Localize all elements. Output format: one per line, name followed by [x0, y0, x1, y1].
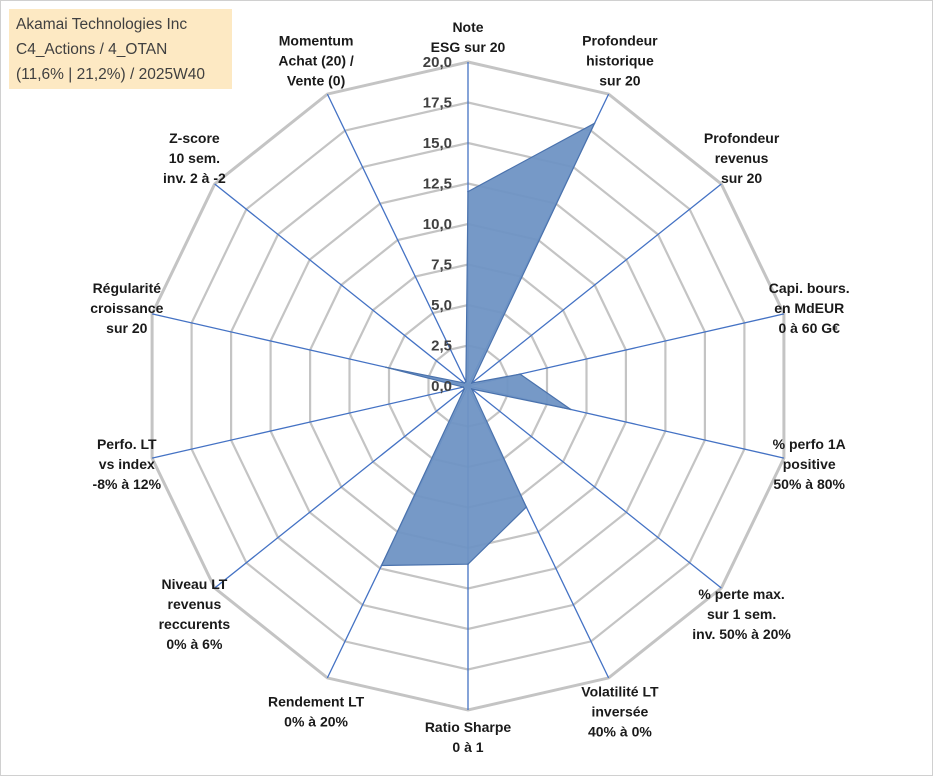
tick-label: 15,0	[423, 135, 452, 152]
tick-label: 7,5	[431, 257, 452, 274]
tick-label: 17,5	[423, 95, 452, 112]
tick-label: 10,0	[423, 216, 452, 233]
spoke-line	[467, 385, 722, 589]
series-layer	[380, 121, 596, 567]
category-label: Niveau LT revenus reccurents 0% à 6%	[159, 576, 231, 652]
tick-label: 2,5	[431, 338, 452, 355]
data-point	[471, 382, 473, 384]
category-label: Note ESG sur 20	[431, 19, 506, 55]
category-label: Momentum Achat (20) / Vente (0)	[278, 33, 354, 89]
category-label: Régularité croissance sur 20	[90, 280, 163, 336]
title-line-2: C4_Actions / 4_OTAN	[16, 41, 168, 58]
category-label: Profondeur historique sur 20	[582, 33, 658, 89]
tick-label: 20,0	[423, 54, 452, 71]
category-label: Ratio Sharpe 0 à 1	[425, 719, 512, 755]
spoke-line	[467, 183, 722, 387]
category-label: Z-score 10 sem. inv. 2 à -2	[163, 130, 226, 186]
tick-layer: 0,0 2,5 5,0 7,5 10,0 12,5 15,0 17,5 20,0	[423, 54, 452, 395]
data-point	[471, 388, 473, 390]
tick-label: 12,5	[423, 176, 452, 193]
data-point	[462, 386, 465, 388]
series-area	[380, 121, 596, 567]
data-point	[467, 563, 469, 565]
title-line-1: Akamai Technologies Inc	[16, 16, 188, 33]
data-point	[385, 366, 387, 369]
spoke-line	[214, 183, 469, 387]
category-label: Rendement LT 0% à 20%	[268, 693, 365, 729]
tick-label: 0,0	[431, 378, 452, 395]
title-line-3: (11,6% | 21,2%) / 2025W40	[16, 66, 205, 83]
category-label: Volatilité LT inversée 40% à 0%	[581, 683, 659, 739]
data-point	[380, 564, 383, 567]
data-point	[467, 190, 469, 193]
data-point	[593, 122, 596, 125]
category-label: % perte max. sur 1 sem. inv. 50% à 20%	[692, 586, 791, 642]
spoke-line	[214, 385, 469, 589]
category-label: Perfo. LT vs index -8% à 12%	[93, 436, 162, 492]
data-point	[519, 373, 521, 375]
spoke-line	[326, 93, 469, 387]
data-point	[463, 382, 466, 384]
tick-label: 5,0	[431, 297, 452, 314]
data-point	[463, 388, 466, 390]
spoke-line	[151, 385, 469, 459]
category-label-layer: Note ESG sur 20 Profondeur historique sur 20…	[90, 19, 849, 755]
data-point	[525, 506, 528, 508]
data-point	[465, 380, 467, 383]
category-label: Capi. bours. en MdEUR 0 à 60 G€	[769, 280, 850, 336]
data-point	[569, 408, 572, 411]
category-label: % perfo 1A positive 50% à 80%	[773, 436, 846, 492]
title-box: Akamai Technologies Inc C4_Actions / 4_O…	[9, 9, 232, 89]
category-label: Profondeur revenus sur 20	[704, 130, 780, 186]
